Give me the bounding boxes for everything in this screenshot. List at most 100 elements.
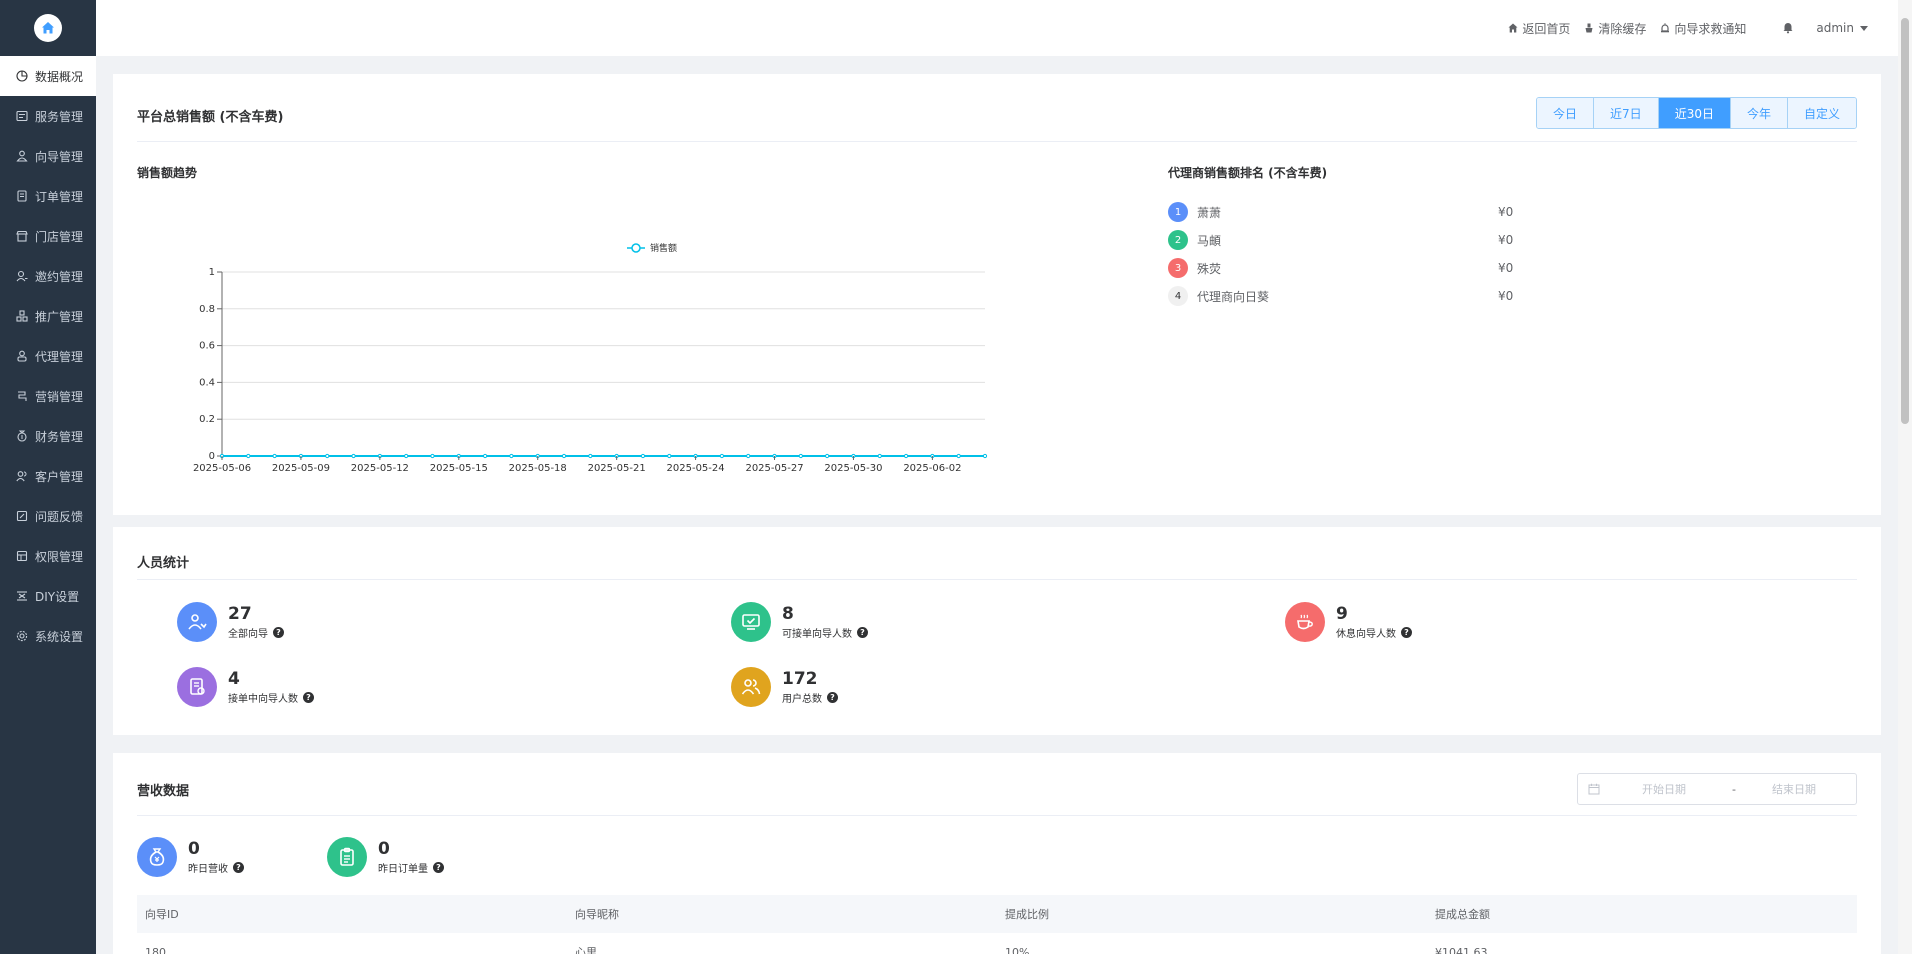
rank-badge: 1 <box>1168 202 1188 222</box>
sidebar-item-12[interactable]: 权限管理 <box>0 536 96 576</box>
sidebar-item-1[interactable]: 服务管理 <box>0 96 96 136</box>
sidebar-item-9[interactable]: 财务管理 <box>0 416 96 456</box>
stat-label: 休息向导人数 <box>1336 629 1396 640</box>
sidebar-item-13[interactable]: DIY设置 <box>0 576 96 616</box>
range-tab-2[interactable]: 近30日 <box>1658 98 1731 128</box>
finance-icon <box>16 430 28 442</box>
ranking-row: 2 马頔 ¥0 <box>1168 226 1528 254</box>
help-icon[interactable]: ? <box>857 627 868 638</box>
alarm-icon <box>1661 23 1670 33</box>
stat-item: 8 可接单向导人数? <box>731 602 868 642</box>
data-point <box>509 453 514 459</box>
help-icon[interactable]: ? <box>827 692 838 703</box>
data-point <box>956 453 961 459</box>
table-header-cell: 提成总金额 <box>1435 908 1490 921</box>
date-separator: - <box>1732 782 1736 796</box>
sidebar-item-10[interactable]: 客户管理 <box>0 456 96 496</box>
stat-value: 0 <box>378 839 390 859</box>
help-icon[interactable]: ? <box>303 692 314 703</box>
data-point <box>877 453 882 459</box>
sidebar-item-0[interactable]: 数据概况 <box>0 56 96 96</box>
sales-trend-chart: 0 0.2 0.4 0.6 0.8 1 2025-05-06 2025-05-09 2025-0… <box>193 242 988 474</box>
back-home-link[interactable]: 返回首页 <box>1508 20 1570 37</box>
settings-icon <box>16 630 28 642</box>
pie-chart-icon <box>16 70 28 82</box>
sidebar-item-4[interactable]: 门店管理 <box>0 216 96 256</box>
agent-icon <box>16 350 28 362</box>
x-tick-label: 2025-05-12 <box>351 463 409 474</box>
stat-label: 全部向导 <box>228 629 268 640</box>
range-tab-4[interactable]: 自定义 <box>1787 98 1856 128</box>
sidebar-item-14[interactable]: 系统设置 <box>0 616 96 656</box>
data-point <box>561 453 567 459</box>
table-row: 180 心里 10% ¥1041.63 <box>137 933 1857 954</box>
help-icon[interactable]: ? <box>273 627 284 638</box>
sidebar-item-7[interactable]: 代理管理 <box>0 336 96 376</box>
range-tab-0[interactable]: 今日 <box>1537 98 1595 128</box>
sidebar-item-label: 数据概况 <box>35 69 84 84</box>
stat-label: 昨日营收 <box>188 864 228 875</box>
range-tab-1[interactable]: 近7日 <box>1594 98 1659 128</box>
sidebar-item-3[interactable]: 订单管理 <box>0 176 96 216</box>
data-point <box>351 453 356 459</box>
divider <box>137 815 1857 816</box>
divider <box>137 579 1857 580</box>
data-point <box>903 453 909 459</box>
sidebar-item-label: 服务管理 <box>35 109 84 124</box>
x-tick-label: 2025-05-18 <box>509 463 567 474</box>
start-date-input[interactable]: 开始日期 <box>1642 783 1686 796</box>
chevron-down-icon <box>1860 25 1868 31</box>
order-icon <box>16 190 28 202</box>
stat-label: 接单中向导人数 <box>228 694 298 705</box>
home-logo-icon <box>34 14 62 42</box>
help-icon[interactable]: ? <box>433 862 444 873</box>
revenue-title: 营收数据 <box>137 784 190 799</box>
divider <box>137 141 1857 142</box>
date-range-picker[interactable]: 开始日期 - 结束日期 <box>1577 773 1857 805</box>
stat-item: 172 用户总数? <box>731 667 838 707</box>
x-tick-label: 2025-05-24 <box>667 463 725 474</box>
end-date-input[interactable]: 结束日期 <box>1772 783 1816 796</box>
sos-notice-link[interactable]: 向导求救通知 <box>1660 20 1746 37</box>
page-scrollbar[interactable] <box>1898 0 1912 954</box>
rank-badge: 2 <box>1168 230 1188 250</box>
ranking-row: 4 代理商向日葵 ¥0 <box>1168 282 1528 310</box>
marketing-icon <box>16 390 28 402</box>
rank-agent-name: 代理商向日葵 <box>1197 289 1270 304</box>
legend-label: 销售额 <box>650 242 677 254</box>
scrollbar-thumb[interactable] <box>1901 18 1909 424</box>
sidebar-item-2[interactable]: 向导管理 <box>0 136 96 176</box>
stat-value: 8 <box>782 604 794 624</box>
clear-cache-link[interactable]: 清除缓存 <box>1584 20 1646 37</box>
sidebar-item-5[interactable]: 邀约管理 <box>0 256 96 296</box>
logo[interactable] <box>0 0 96 56</box>
service-icon <box>16 110 28 122</box>
back-home-label: 返回首页 <box>1522 21 1571 36</box>
staff-title: 人员统计 <box>137 556 190 571</box>
y-tick-label: 0.2 <box>199 414 215 425</box>
sidebar-item-6[interactable]: 推广管理 <box>0 296 96 336</box>
table-cell: ¥1041.63 <box>1435 945 1488 954</box>
range-tab-3[interactable]: 今年 <box>1730 98 1788 128</box>
stat-value: 27 <box>228 604 252 624</box>
ranking-title: 代理商销售额排名 (不含车费) <box>1168 166 1328 180</box>
stat-value: 0 <box>188 839 200 859</box>
broom-icon <box>1585 23 1593 33</box>
data-point <box>746 453 751 459</box>
rank-amount: ¥0 <box>1498 261 1514 275</box>
help-icon[interactable]: ? <box>233 862 244 873</box>
rank-agent-name: 萧萧 <box>1197 205 1222 220</box>
user-menu[interactable]: admin <box>1816 21 1868 35</box>
stat-value: 9 <box>1336 604 1348 624</box>
x-tick-label: 2025-05-09 <box>272 463 330 474</box>
x-tick-label: 2025-06-02 <box>903 463 961 474</box>
bell-icon[interactable] <box>1782 22 1794 34</box>
sidebar-item-8[interactable]: 营销管理 <box>0 376 96 416</box>
stat-item: 4 接单中向导人数? <box>177 667 314 707</box>
sidebar-item-label: DIY设置 <box>35 589 80 604</box>
sidebar-item-label: 代理管理 <box>35 349 84 364</box>
sidebar-item-label: 营销管理 <box>35 389 84 404</box>
sidebar-item-11[interactable]: 问题反馈 <box>0 496 96 536</box>
sidebar-item-label: 向导管理 <box>35 149 84 164</box>
help-icon[interactable]: ? <box>1401 627 1412 638</box>
